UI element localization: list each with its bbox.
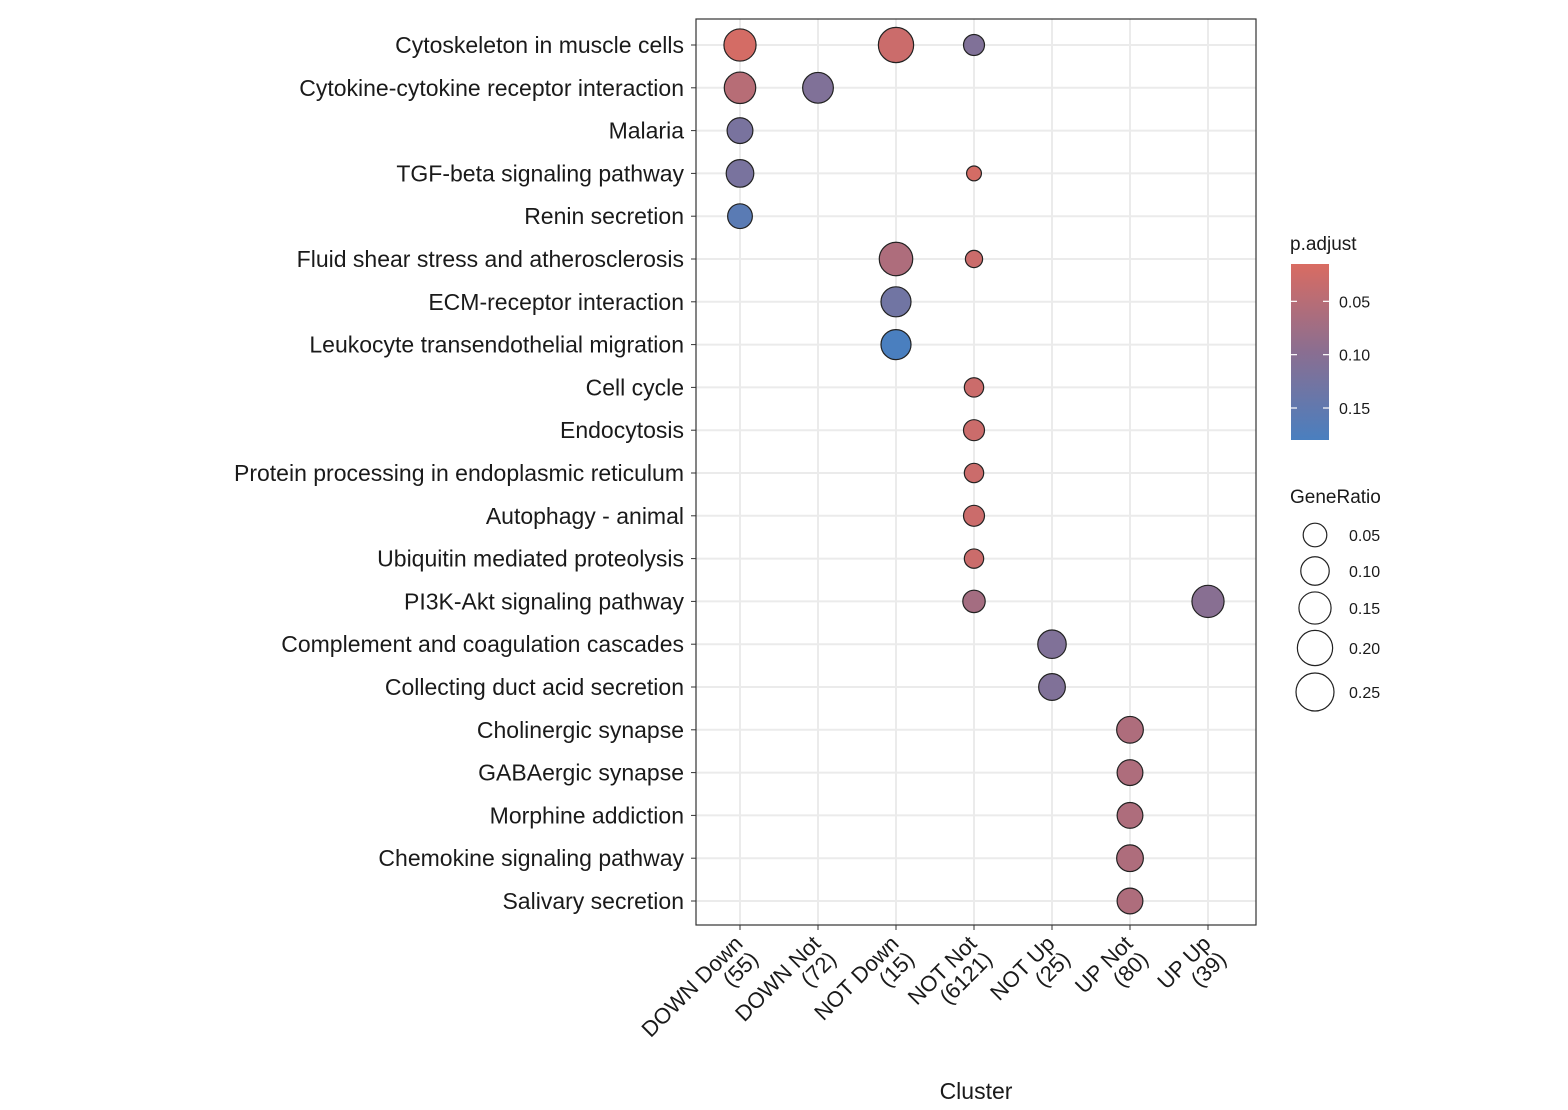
size-legend-circle: [1296, 629, 1334, 667]
x-tick-label: NOT Down(15): [809, 931, 919, 1041]
size-legend-circle: [1300, 556, 1330, 586]
y-tick-label: TGF-beta signaling pathway: [396, 160, 684, 186]
y-tick-label: PI3K-Akt signaling pathway: [404, 588, 684, 614]
data-points: [723, 26, 1225, 915]
data-point: [877, 26, 915, 64]
data-point: [1116, 715, 1144, 744]
data-point: [1116, 759, 1144, 787]
x-tick-label: NOT Not(6121): [903, 931, 997, 1025]
data-point: [1191, 584, 1225, 619]
y-tick-label: Endocytosis: [560, 417, 684, 443]
y-tick-label: Protein processing in endoplasmic reticu…: [234, 460, 684, 486]
y-tick-label: Salivary secretion: [502, 888, 684, 914]
data-point: [880, 328, 912, 361]
data-point: [727, 203, 753, 230]
size-legend-circle: [1295, 672, 1335, 712]
size-legend-circle: [1298, 591, 1332, 625]
color-legend-label: 0.05: [1339, 294, 1370, 311]
y-tick-label: Renin secretion: [524, 203, 684, 229]
data-point: [965, 165, 983, 182]
size-legend-label: 0.20: [1349, 641, 1380, 658]
data-point: [880, 286, 912, 318]
data-point: [963, 462, 985, 484]
y-tick-label: Cell cycle: [586, 374, 684, 400]
data-point: [878, 241, 914, 277]
color-legend-title: p.adjust: [1290, 234, 1357, 255]
size-legend-label: 0.15: [1349, 601, 1380, 618]
data-point: [963, 377, 985, 398]
y-tick-label: Cholinergic synapse: [477, 717, 684, 743]
data-point: [1116, 887, 1144, 915]
data-point: [962, 589, 986, 614]
data-point: [1038, 673, 1066, 701]
y-tick-label: Autophagy - animal: [486, 503, 684, 529]
data-point: [1116, 801, 1144, 829]
x-tick-label: UP Up(39): [1152, 931, 1231, 1010]
y-tick-label: Ubiquitin mediated proteolysis: [377, 546, 684, 572]
x-tick-label: UP Not(80): [1070, 931, 1153, 1014]
data-point: [802, 71, 834, 104]
plot-border: [695, 18, 1257, 926]
y-tick-label: Cytokine-cytokine receptor interaction: [299, 75, 684, 101]
y-tick-label: GABAergic synapse: [478, 760, 684, 786]
data-point: [723, 71, 757, 105]
y-tick-label: Complement and coagulation cascades: [281, 631, 684, 657]
x-tick-label: NOT Up(25): [985, 931, 1075, 1021]
y-tick-label: Fluid shear stress and atherosclerosis: [297, 246, 684, 272]
data-point: [726, 117, 754, 145]
x-tick-label: DOWN Not(72): [730, 931, 841, 1042]
color-legend: p.adjust 0.05 0.10 0.15: [1290, 234, 1370, 440]
x-axis: DOWN Down(55)DOWN Not(72)NOT Down(15)NOT…: [637, 925, 1231, 1042]
y-axis: Cytoskeleton in muscle cells Cytokine-cyt…: [234, 32, 696, 914]
y-tick-label: ECM-receptor interaction: [428, 289, 684, 315]
data-point: [964, 249, 984, 269]
size-legend-label: 0.10: [1349, 564, 1380, 581]
data-point: [962, 419, 986, 442]
data-point: [963, 548, 985, 569]
data-point: [725, 158, 755, 188]
data-point: [723, 28, 757, 62]
x-axis-title: Cluster: [940, 1078, 1013, 1104]
size-legend-label: 0.25: [1349, 685, 1380, 702]
color-legend-label: 0.15: [1339, 401, 1370, 418]
y-tick-label: Collecting duct acid secretion: [385, 674, 684, 700]
y-tick-label: Cytoskeleton in muscle cells: [395, 32, 684, 58]
data-point: [962, 33, 986, 57]
y-tick-label: Chemokine signaling pathway: [378, 845, 684, 871]
y-tick-label: Leukocyte transendothelial migration: [309, 332, 684, 358]
size-legend: GeneRatio 0.05 0.10 0.15 0.20 0.25: [1290, 487, 1381, 712]
size-legend-title: GeneRatio: [1290, 487, 1381, 508]
data-point: [1116, 844, 1144, 873]
size-legend-circle: [1302, 522, 1328, 548]
y-tick-label: Malaria: [609, 118, 685, 144]
color-legend-label: 0.10: [1339, 348, 1370, 365]
size-legend-label: 0.05: [1349, 528, 1380, 545]
y-tick-label: Morphine addiction: [490, 802, 684, 828]
data-point: [962, 504, 986, 527]
color-legend-bar: [1291, 264, 1329, 440]
data-point: [1037, 629, 1067, 660]
